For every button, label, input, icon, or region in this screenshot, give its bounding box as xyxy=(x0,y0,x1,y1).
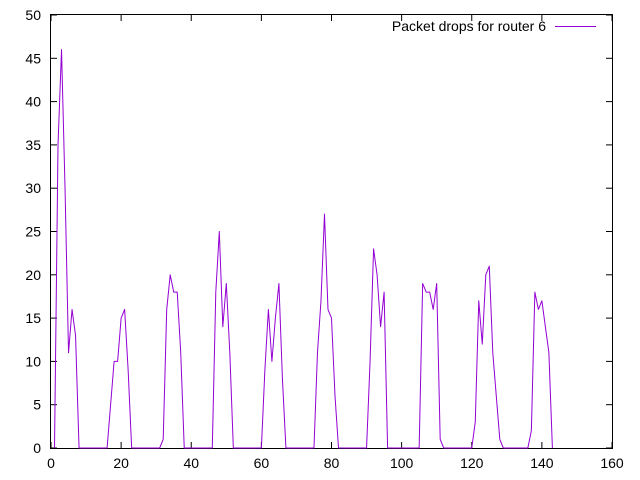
y-axis: 0 5 10 15 20 25 30 35 40 45 50 xyxy=(25,7,612,456)
y-tick-label: 5 xyxy=(33,397,41,413)
x-tick-label: 0 xyxy=(47,455,55,471)
y-tick-label: 50 xyxy=(25,7,41,23)
y-tick-label: 35 xyxy=(25,137,41,153)
x-tick-label: 100 xyxy=(390,455,414,471)
y-tick-label: 20 xyxy=(25,267,41,283)
x-tick-label: 60 xyxy=(254,455,270,471)
x-tick-label: 20 xyxy=(113,455,129,471)
legend: Packet drops for router 6 xyxy=(392,18,596,34)
series-layer xyxy=(54,49,553,449)
x-tick-label: 160 xyxy=(600,455,624,471)
y-tick-label: 30 xyxy=(25,180,41,196)
x-tick-label: 120 xyxy=(460,455,484,471)
x-tick-label: 80 xyxy=(324,455,340,471)
y-tick-label: 25 xyxy=(25,224,41,240)
x-tick-label: 40 xyxy=(183,455,199,471)
plot-frame xyxy=(50,14,613,449)
y-tick-label: 10 xyxy=(25,353,41,369)
series-line xyxy=(54,49,553,449)
y-tick-label: 40 xyxy=(25,94,41,110)
x-axis: 0 20 40 60 80 100 120 140 160 xyxy=(47,15,624,471)
y-tick-label: 45 xyxy=(25,50,41,66)
y-tick-label: 15 xyxy=(25,310,41,326)
y-tick-label: 0 xyxy=(33,440,41,456)
legend-label: Packet drops for router 6 xyxy=(392,18,546,34)
x-tick-label: 140 xyxy=(530,455,554,471)
